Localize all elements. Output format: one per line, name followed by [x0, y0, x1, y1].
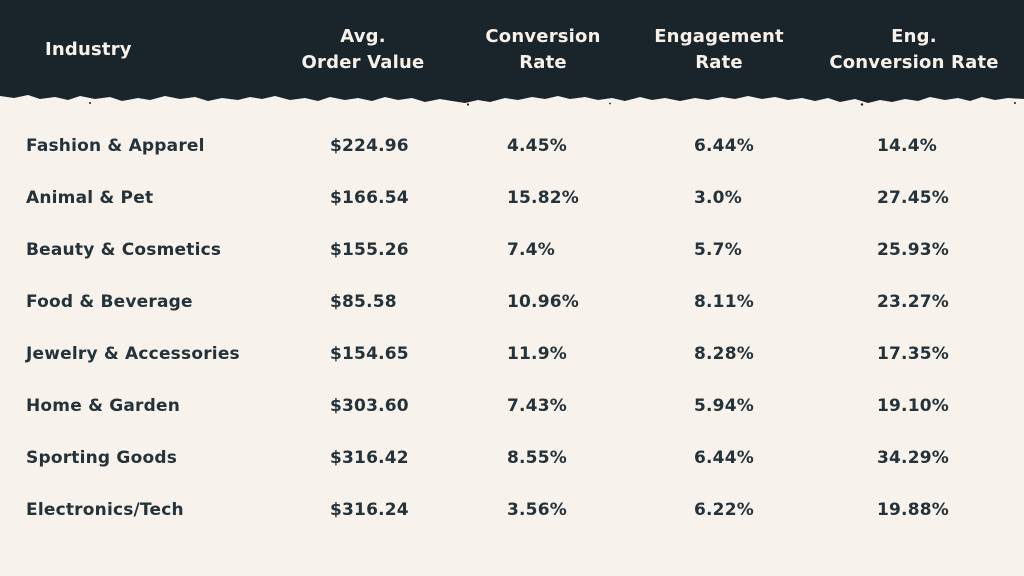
engagement-rate: 8.28% — [694, 344, 754, 364]
engagement-rate: 5.7% — [694, 240, 742, 260]
engagement-rate: 6.22% — [694, 500, 754, 520]
industry-label: Electronics/Tech — [26, 500, 184, 520]
engagement-rate: 6.44% — [694, 136, 754, 156]
avg-order-value: $316.42 — [330, 448, 409, 468]
table-row-jewelry-accessories: Jewelry & Accessories $154.65 11.9% 8.28… — [0, 328, 1024, 380]
table-body: Fashion & Apparel $224.96 4.45% 6.44% 14… — [0, 120, 1024, 536]
conversion-rate: 4.45% — [507, 136, 567, 156]
table-row-electronics-tech: Electronics/Tech $316.24 3.56% 6.22% 19.… — [0, 484, 1024, 536]
conversion-rate: 10.96% — [507, 292, 580, 312]
eng-conversion-rate: 23.27% — [877, 292, 950, 312]
eng-conversion-rate: 19.88% — [877, 500, 950, 520]
eng-conversion-rate: 25.93% — [877, 240, 950, 260]
eng-conversion-rate: 17.35% — [877, 344, 950, 364]
column-header-industry: Industry — [45, 39, 132, 60]
engagement-rate: 8.11% — [694, 292, 754, 312]
industry-label: Beauty & Cosmetics — [26, 240, 222, 260]
conversion-rate: 15.82% — [507, 188, 580, 208]
avg-order-value: $155.26 — [330, 240, 409, 260]
industry-label: Jewelry & Accessories — [26, 344, 240, 364]
industry-label: Fashion & Apparel — [26, 136, 205, 156]
conversion-rate: 3.56% — [507, 500, 567, 520]
avg-order-value: $316.24 — [330, 500, 409, 520]
industry-label: Animal & Pet — [26, 188, 154, 208]
engagement-rate: 5.94% — [694, 396, 754, 416]
conversion-rate: 11.9% — [507, 344, 567, 364]
avg-order-value: $85.58 — [330, 292, 397, 312]
engagement-rate: 6.44% — [694, 448, 754, 468]
conversion-rate: 7.4% — [507, 240, 555, 260]
eng-conversion-rate: 34.29% — [877, 448, 950, 468]
industry-label: Home & Garden — [26, 396, 181, 416]
table-header-row: Industry Avg. Order Value Conversion Rat… — [0, 0, 1024, 92]
conversion-rate: 7.43% — [507, 396, 567, 416]
avg-order-value: $154.65 — [330, 344, 409, 364]
column-header-eng-conversion-rate: Eng. Conversion Rate — [829, 26, 999, 73]
table-row-beauty-cosmetics: Beauty & Cosmetics $155.26 7.4% 5.7% 25.… — [0, 224, 1024, 276]
avg-order-value: $303.60 — [330, 396, 409, 416]
eng-conversion-rate: 14.4% — [877, 136, 937, 156]
torn-paper-edge — [0, 92, 1024, 106]
avg-order-value: $166.54 — [330, 188, 409, 208]
avg-order-value: $224.96 — [330, 136, 409, 156]
table-row-animal-pet: Animal & Pet $166.54 15.82% 3.0% 27.45% — [0, 172, 1024, 224]
eng-conversion-rate: 27.45% — [877, 188, 950, 208]
column-header-avg-order-value: Avg. Order Value — [301, 26, 425, 73]
conversion-rate: 8.55% — [507, 448, 567, 468]
table-row-home-garden: Home & Garden $303.60 7.43% 5.94% 19.10% — [0, 380, 1024, 432]
industry-label: Sporting Goods — [26, 448, 178, 468]
table-row-fashion-apparel: Fashion & Apparel $224.96 4.45% 6.44% 14… — [0, 120, 1024, 172]
table-row-sporting-goods: Sporting Goods $316.42 8.55% 6.44% 34.29… — [0, 432, 1024, 484]
column-header-conversion-rate: Conversion Rate — [485, 26, 601, 73]
eng-conversion-rate: 19.10% — [877, 396, 950, 416]
table-row-food-beverage: Food & Beverage $85.58 10.96% 8.11% 23.2… — [0, 276, 1024, 328]
engagement-rate: 3.0% — [694, 188, 742, 208]
column-header-engagement-rate: Engagement Rate — [654, 26, 784, 73]
industry-label: Food & Beverage — [26, 292, 193, 312]
